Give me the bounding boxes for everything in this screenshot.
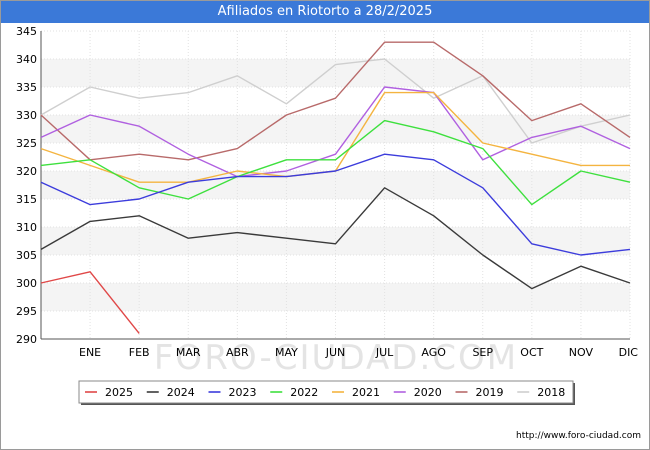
- y-tick-label: 305: [16, 249, 37, 262]
- series-line-2023: [40, 153, 631, 256]
- x-tick-label: MAR: [176, 346, 201, 359]
- y-tick-label: 310: [16, 221, 37, 234]
- y-tick-label: 290: [16, 333, 37, 346]
- plot-band: [41, 31, 630, 59]
- y-tick-label: 300: [16, 277, 37, 290]
- legend-label-2021: 2021: [352, 386, 380, 399]
- series-line-2020: [40, 86, 631, 178]
- plot-band: [41, 115, 630, 143]
- legend-label-2022: 2022: [290, 386, 318, 399]
- y-tick-label: 335: [16, 81, 37, 94]
- watermark-text: FORO-CIUDAD.COM: [154, 338, 518, 378]
- y-axis-ticks: 290 295 300 305 310 315 320 325 330 335 340 345: [16, 25, 37, 346]
- legend-label-2025: 2025: [105, 386, 133, 399]
- x-axis-ticks: ENE FEB MAR ABR MAY JUN JUL AGO SEP OCT NOV DIC: [79, 346, 638, 359]
- x-tick-label: JUN: [325, 346, 346, 359]
- x-tick-label: FEB: [129, 346, 150, 359]
- source-url: http://www.foro-ciudad.com: [516, 431, 641, 441]
- legend-label-2020: 2020: [414, 386, 442, 399]
- legend-label-2024: 2024: [167, 386, 195, 399]
- x-tick-label: ABR: [226, 346, 249, 359]
- x-tick-label: AGO: [421, 346, 446, 359]
- series-line-2024: [40, 187, 631, 290]
- x-tick-label: OCT: [520, 346, 543, 359]
- legend-label-2018: 2018: [537, 386, 565, 399]
- legend-box: [78, 380, 574, 404]
- y-tick-label: 345: [16, 25, 37, 38]
- plot-axes: [40, 31, 630, 340]
- series-line-2025: [40, 271, 140, 334]
- x-tick-label: DIC: [619, 346, 639, 359]
- legend: 2025 2024 2023 2022 2021 2020 2019 2018: [78, 380, 575, 405]
- y-tick-label: 330: [16, 109, 37, 122]
- series-line-2022: [40, 119, 631, 206]
- x-tick-label: JUL: [375, 346, 394, 359]
- y-tick-label: 315: [16, 193, 37, 206]
- series-line-2018: [40, 58, 631, 144]
- x-tick-label: SEP: [472, 346, 493, 359]
- plot-band: [41, 199, 630, 227]
- x-tick-label: ENE: [79, 346, 101, 359]
- x-tick-label: MAY: [275, 346, 298, 359]
- x-tick-label: NOV: [569, 346, 594, 359]
- chart-title: Afiliados en Riotorto a 28/2/2025: [1, 1, 649, 23]
- legend-label-2019: 2019: [476, 386, 504, 399]
- series-lines: [40, 41, 631, 334]
- y-tick-label: 340: [16, 53, 37, 66]
- series-line-2019: [40, 41, 631, 161]
- legend-label-2023: 2023: [229, 386, 257, 399]
- y-tick-label: 320: [16, 165, 37, 178]
- plot-band: [41, 283, 630, 311]
- y-tick-label: 295: [16, 305, 37, 318]
- y-tick-label: 325: [16, 137, 37, 150]
